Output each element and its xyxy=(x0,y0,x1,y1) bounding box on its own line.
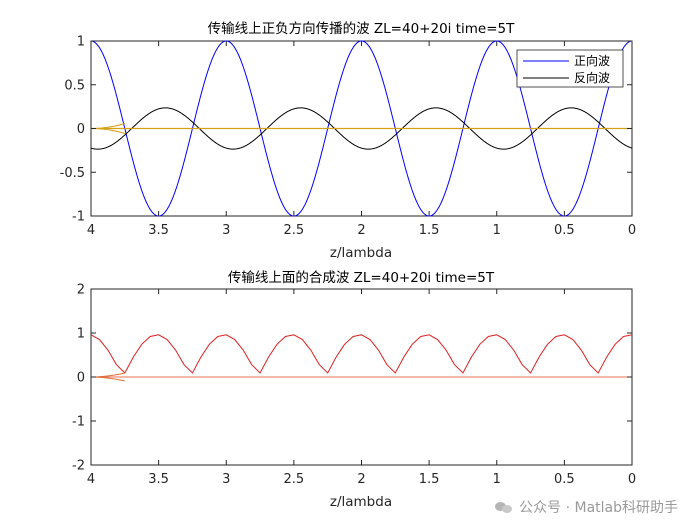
bottom-y-tick-label: -2 xyxy=(72,459,85,474)
legend-box xyxy=(516,49,624,88)
top-x-tick-label: 1.5 xyxy=(419,223,440,238)
bottom-y-tick-label: -1 xyxy=(72,415,85,430)
top-y-tick-label: 1 xyxy=(77,35,85,50)
top-x-tick-label: 4 xyxy=(87,223,95,238)
bottom-chart-title: 传输线上面的合成波 ZL=40+20i time=5T xyxy=(228,270,495,286)
bottom-x-tick-label: 1.5 xyxy=(419,472,440,487)
bottom-y-tick-label: 2 xyxy=(77,283,85,298)
legend: 正向波 反向波 xyxy=(516,49,624,88)
watermark: 公众号 · Matlab科研助手 xyxy=(495,497,678,517)
top-y-tick-label: -0.5 xyxy=(60,166,85,181)
series-reverse-wave xyxy=(90,107,633,150)
bottom-x-tick-label: 0 xyxy=(628,472,636,487)
series-composite-wave xyxy=(90,334,633,374)
bottom-x-tick-label: 1 xyxy=(493,472,501,487)
top-chart-title: 传输线上正负方向传播的波 ZL=40+20i time=5T xyxy=(208,21,515,37)
top-y-tick-label: 0 xyxy=(77,122,85,137)
top-x-tick-label: 0 xyxy=(628,223,636,238)
watermark-text: 公众号 · Matlab科研助手 xyxy=(519,500,678,516)
top-y-tick-label: -1 xyxy=(72,210,85,225)
bottom-x-tick-label: 4 xyxy=(87,472,95,487)
top-ticks-group: 4 3.5 3 2.5 2 1.5 1 0.5 0 1 0.5 0 -0.5 -1 xyxy=(60,35,637,239)
top-x-tick-label: 0.5 xyxy=(554,223,575,238)
top-x-axis-label: z/lambda xyxy=(330,245,392,261)
bottom-x-tick-label: 2.5 xyxy=(284,472,305,487)
bottom-x-tick-label: 3.5 xyxy=(148,472,169,487)
bottom-x-tick-label: 2 xyxy=(357,472,365,487)
bottom-axes: 传输线上面的合成波 ZL=40+20i time=5T 4 3.5 3 2.5 2 1.5… xyxy=(72,270,636,510)
top-x-tick-label: 3 xyxy=(222,223,230,238)
bottom-y-tick-label: 1 xyxy=(77,327,85,342)
top-x-tick-label: 2.5 xyxy=(284,223,305,238)
top-x-tick-label: 1 xyxy=(493,223,501,238)
bottom-x-tick-label: 0.5 xyxy=(554,472,575,487)
bottom-x-tick-label: 3 xyxy=(222,472,230,487)
top-axes: 传输线上正负方向传播的波 ZL=40+20i time=5T 4 3.5 3 2.5 2… xyxy=(60,21,637,261)
wechat-icon xyxy=(495,500,513,514)
top-x-tick-label: 2 xyxy=(357,223,365,238)
legend-label-reverse: 反向波 xyxy=(574,70,610,85)
top-y-tick-label: 0.5 xyxy=(64,78,85,93)
bottom-y-tick-label: 0 xyxy=(77,371,85,386)
bottom-ticks-group: 4 3.5 3 2.5 2 1.5 1 0.5 0 2 1 0 -1 -2 xyxy=(72,283,636,488)
legend-label-forward: 正向波 xyxy=(574,53,610,68)
bottom-x-axis-label: z/lambda xyxy=(330,494,392,510)
top-x-tick-label: 3.5 xyxy=(148,223,169,238)
